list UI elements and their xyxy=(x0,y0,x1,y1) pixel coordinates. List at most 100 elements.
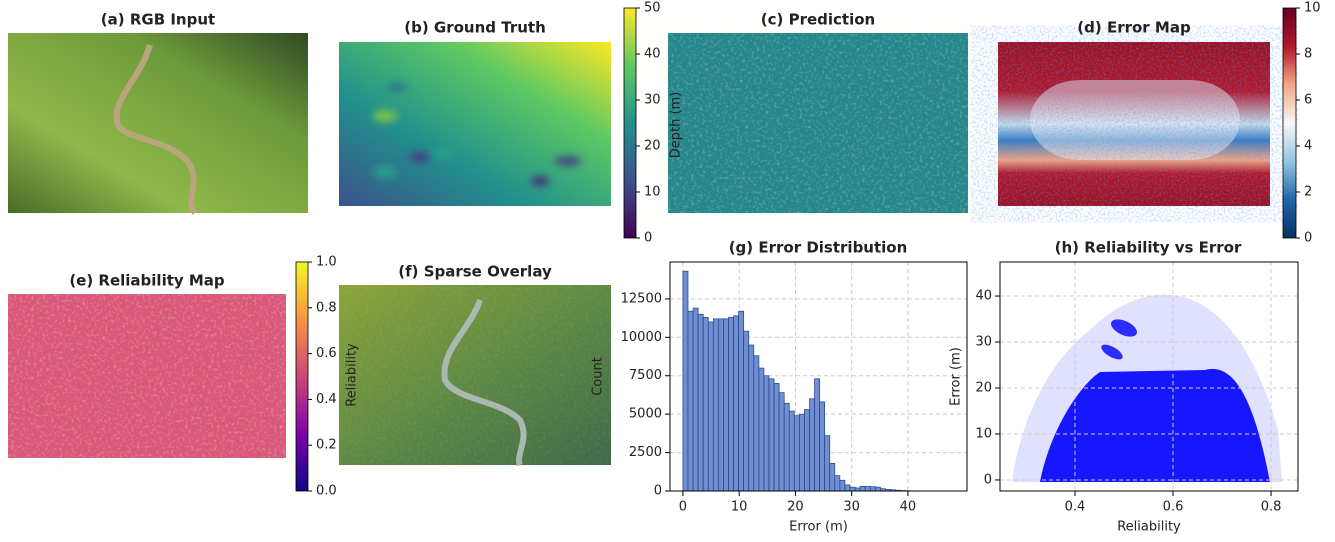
colorbar-tick-label: 30 xyxy=(644,93,661,108)
reliability-image xyxy=(8,294,286,458)
bar xyxy=(830,463,835,491)
colorbar-tick-label: 10 xyxy=(1304,1,1321,16)
x-tick-label: 20 xyxy=(787,500,804,515)
bar xyxy=(815,379,820,491)
overlay-image xyxy=(339,285,611,465)
x-tick-label: 40 xyxy=(900,500,917,515)
bar xyxy=(779,393,784,491)
x-axis-label: Error (m) xyxy=(789,520,848,535)
prediction-image xyxy=(668,33,968,213)
y-tick-label: 5000 xyxy=(629,407,662,422)
bar xyxy=(764,376,769,491)
bar xyxy=(784,403,789,491)
colorbar-label: Depth (m) xyxy=(669,92,684,159)
x-tick-label: 0 xyxy=(679,500,687,515)
ground-truth-image xyxy=(339,42,611,206)
bar xyxy=(774,383,779,491)
panel-title: (f) Sparse Overlay xyxy=(398,263,552,281)
y-tick-label: 10 xyxy=(975,426,992,441)
colorbar-tick-label: 20 xyxy=(644,139,661,154)
y-tick-label: 0 xyxy=(984,472,992,487)
colorbar-tick-label: 0.4 xyxy=(316,392,337,407)
bar xyxy=(718,319,723,491)
bar xyxy=(825,436,830,491)
bar xyxy=(840,480,845,491)
bar xyxy=(708,322,713,491)
panel-title: (e) Reliability Map xyxy=(69,272,225,290)
bar xyxy=(845,485,850,491)
panel-title: (a) RGB Input xyxy=(101,11,215,29)
bar xyxy=(749,345,754,491)
bar xyxy=(769,379,774,491)
bar xyxy=(744,331,749,491)
bar xyxy=(683,271,688,491)
bar xyxy=(820,402,825,491)
panel-title: (h) Reliability vs Error xyxy=(1055,239,1242,257)
colorbar xyxy=(1283,8,1296,238)
x-tick-label: 0.8 xyxy=(1261,500,1282,515)
colorbar-tick-label: 0 xyxy=(1304,231,1312,246)
y-axis-label: Error (m) xyxy=(949,347,964,406)
bar xyxy=(713,319,718,491)
x-tick-label: 10 xyxy=(731,500,748,515)
bar xyxy=(729,317,734,491)
colorbar-tick-label: 0.6 xyxy=(316,346,337,361)
bar xyxy=(835,476,840,491)
colorbar-tick-label: 1.0 xyxy=(316,255,337,270)
bar xyxy=(759,368,764,491)
colorbar-tick-label: 50 xyxy=(644,1,661,16)
y-tick-label: 0 xyxy=(654,484,662,499)
colorbar-tick-label: 2 xyxy=(1304,185,1312,200)
colorbar-tick-label: 0.2 xyxy=(316,438,337,453)
bar xyxy=(754,356,759,491)
bar xyxy=(693,308,698,491)
bar xyxy=(875,487,880,491)
y-tick-label: 2500 xyxy=(629,445,662,460)
colorbar-tick-label: 6 xyxy=(1304,93,1312,108)
colorbar-tick-label: 10 xyxy=(644,185,661,200)
rgb-image xyxy=(8,33,308,213)
x-tick-label: 30 xyxy=(843,500,860,515)
panel-title: (c) Prediction xyxy=(761,11,875,29)
bar xyxy=(794,416,799,491)
colorbar-tick-label: 0.8 xyxy=(316,300,337,315)
y-tick-label: 40 xyxy=(975,289,992,304)
x-tick-label: 0.6 xyxy=(1163,500,1184,515)
bar xyxy=(698,314,703,491)
bar xyxy=(865,486,870,491)
colorbar xyxy=(624,8,636,238)
y-tick-label: 7500 xyxy=(629,368,662,383)
y-tick-label: 30 xyxy=(975,335,992,350)
y-tick-label: 10000 xyxy=(621,330,662,345)
bar xyxy=(723,319,728,491)
colorbar-tick-label: 0 xyxy=(644,231,652,246)
panel-title: (g) Error Distribution xyxy=(729,239,908,257)
panel-title: (d) Error Map xyxy=(1077,19,1191,37)
bar xyxy=(850,487,855,491)
bar xyxy=(804,410,809,491)
error-map-image xyxy=(998,42,1270,206)
bar xyxy=(688,311,693,491)
bar xyxy=(739,311,744,491)
colorbar xyxy=(296,262,308,491)
colorbar-tick-label: 0.0 xyxy=(316,484,337,499)
panel-title: (b) Ground Truth xyxy=(404,19,546,37)
x-tick-label: 0.4 xyxy=(1065,500,1086,515)
bar xyxy=(734,316,739,491)
colorbar-label: Reliability xyxy=(345,343,360,407)
x-axis-label: Reliability xyxy=(1117,520,1181,535)
colorbar-tick-label: 40 xyxy=(644,47,661,62)
bar xyxy=(860,486,865,491)
bar xyxy=(870,487,875,491)
y-axis-label: Count xyxy=(591,357,606,396)
y-tick-label: 12500 xyxy=(621,291,662,306)
colorbar-tick-label: 4 xyxy=(1304,139,1312,154)
y-tick-label: 20 xyxy=(975,380,992,395)
bar xyxy=(799,414,804,491)
colorbar-tick-label: 8 xyxy=(1304,47,1312,62)
bar xyxy=(789,411,794,491)
bar xyxy=(703,317,708,491)
bar xyxy=(810,399,815,491)
